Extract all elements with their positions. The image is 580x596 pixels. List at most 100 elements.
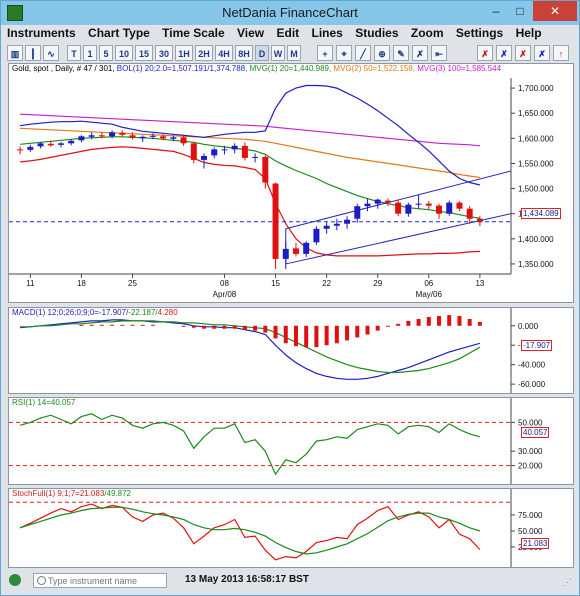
bollinger-upper-line: [20, 84, 481, 186]
price-panel[interactable]: Gold, spot , Daily, # 47 / 301, BOL(1) 2…: [8, 63, 574, 303]
indicator-y-tick-label: 50.000: [518, 527, 543, 536]
stoch-value-tag: 21.083: [521, 538, 550, 549]
histogram-bar: [212, 325, 217, 329]
red-x-icon[interactable]: ✗: [477, 45, 493, 61]
instrument-search-input[interactable]: [33, 573, 167, 588]
candle-body: [415, 203, 422, 205]
price-chart[interactable]: 1,700.000 1,650.000 1,600.000 1,550.000 1,50…: [9, 64, 574, 303]
draw-icon[interactable]: ✎: [393, 45, 409, 61]
legend-entry: RSI(1) 14=40.057: [12, 398, 76, 407]
price-y-tick-label: 1,550.000: [518, 159, 554, 168]
rsi-panel[interactable]: RSI(1) 14=40.057 50.000 30.000 20.000 40.0…: [8, 397, 574, 485]
trendline-icon[interactable]: ╱: [355, 45, 371, 61]
candle-body: [180, 137, 187, 144]
candle-body: [292, 248, 299, 254]
blue-x2-icon[interactable]: ✗: [534, 45, 550, 61]
histogram-bar: [202, 325, 207, 329]
delete-line-icon[interactable]: ✗: [412, 45, 428, 61]
menu-time-scale[interactable]: Time Scale: [162, 26, 225, 40]
menu-instruments[interactable]: Instruments: [7, 26, 76, 40]
histogram-bar: [324, 325, 329, 346]
zoom-icon[interactable]: ⊕: [374, 45, 390, 61]
close-button[interactable]: ✕: [533, 1, 577, 21]
histogram-bar: [181, 325, 186, 327]
scale-button-m[interactable]: M: [287, 45, 301, 61]
menu-view[interactable]: View: [237, 26, 265, 40]
scale-button-15[interactable]: 15: [135, 45, 153, 61]
price-y-tick-label: 1,500.000: [518, 185, 554, 194]
fit-icon[interactable]: ⇤: [431, 45, 447, 61]
menu-lines[interactable]: Lines: [311, 26, 343, 40]
minimize-button[interactable]: –: [492, 4, 500, 18]
candle-body: [395, 202, 402, 214]
price-x-tick-label: 06: [424, 279, 433, 288]
menu-help[interactable]: Help: [515, 26, 542, 40]
scale-button-10[interactable]: 10: [115, 45, 133, 61]
line-chart-icon[interactable]: ∿: [43, 45, 59, 61]
crosshair-icon[interactable]: +: [317, 45, 333, 61]
scale-button-2h[interactable]: 2H: [195, 45, 213, 61]
price-y-tick-label: 1,350.000: [518, 260, 554, 269]
candle-body: [405, 204, 412, 214]
legend-entry: -22.187/: [128, 308, 158, 317]
scale-button-1[interactable]: 1: [83, 45, 97, 61]
scale-button-8h[interactable]: 8H: [235, 45, 253, 61]
histogram-bar: [426, 317, 431, 326]
price-x-tick-label: 11: [26, 279, 35, 288]
scale-button-t[interactable]: T: [67, 45, 81, 61]
macd-value-tag: -17.907: [521, 340, 553, 351]
resize-grip-icon[interactable]: ⋰: [563, 577, 572, 587]
menu-edit[interactable]: Edit: [276, 26, 300, 40]
add-line-icon[interactable]: ↑: [553, 45, 569, 61]
histogram-bar: [477, 321, 482, 326]
price-month-label: Apr/08: [213, 290, 237, 299]
histogram-bar: [334, 325, 339, 344]
histogram-bar: [263, 325, 268, 333]
histogram-bar: [273, 325, 278, 339]
rsi-chart[interactable]: 50.000 30.000 20.000: [9, 398, 574, 485]
candle-body: [211, 149, 218, 156]
scale-button-5[interactable]: 5: [99, 45, 113, 61]
macd-chart[interactable]: 0.000-20.000-40.000-60.000: [9, 308, 574, 394]
bar-chart-icon[interactable]: ▥: [7, 45, 23, 61]
histogram-bar: [232, 325, 237, 329]
scale-button-d[interactable]: D: [255, 45, 269, 61]
macd-panel[interactable]: MACD(1) 12;0;26;0;9;0=-17.907/-22.187/4.…: [8, 307, 574, 394]
histogram-bar: [110, 324, 115, 326]
scale-button-1h[interactable]: 1H: [175, 45, 193, 61]
title-bar[interactable]: NetDania FinanceChart – □ ✕: [1, 1, 579, 25]
blue-x-icon[interactable]: ✗: [496, 45, 512, 61]
indicator-y-tick-label: -60.000: [518, 380, 546, 389]
menu-zoom[interactable]: Zoom: [410, 26, 444, 40]
red-x2-icon[interactable]: ✗: [515, 45, 531, 61]
scale-button-w[interactable]: W: [271, 45, 285, 61]
candle-body: [446, 202, 453, 214]
candle-body: [190, 143, 197, 160]
price-y-tick-label: 1,600.000: [518, 134, 554, 143]
legend-entry: 4.280: [157, 308, 178, 317]
price-y-tick-label: 1,650.000: [518, 109, 554, 118]
price-x-tick-label: 29: [373, 279, 382, 288]
menu-studies[interactable]: Studies: [355, 26, 399, 40]
menu-chart-type[interactable]: Chart Type: [88, 26, 150, 40]
candle-body: [436, 205, 443, 214]
candle-body: [78, 136, 85, 141]
histogram-bar: [365, 325, 370, 335]
candle-body: [27, 146, 34, 150]
legend-entry: 21.083: [79, 489, 105, 498]
indicator-y-tick-label: 20.000: [518, 462, 543, 471]
histogram-bar: [191, 325, 196, 328]
scale-button-4h[interactable]: 4H: [215, 45, 233, 61]
menu-settings[interactable]: Settings: [455, 26, 504, 40]
scale-button-30[interactable]: 30: [155, 45, 173, 61]
candlestick-icon[interactable]: ┃: [25, 45, 41, 61]
indicator-series-line: [19, 503, 481, 561]
maximize-button[interactable]: □: [516, 4, 524, 18]
connection-status-icon: [9, 574, 21, 586]
stoch-panel[interactable]: StochFull(1) 9;1;7=21.083/49.872 75.000 5…: [8, 488, 574, 568]
histogram-bar: [457, 316, 462, 326]
candle-body: [364, 203, 371, 207]
cursor-icon[interactable]: ⌖: [336, 45, 352, 61]
indicator-series-line: [19, 413, 481, 476]
